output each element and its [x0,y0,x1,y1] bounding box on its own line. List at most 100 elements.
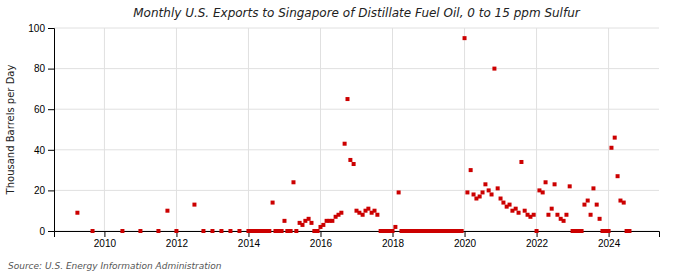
point [613,136,617,140]
point [492,67,496,71]
point [289,229,293,233]
point [483,182,487,186]
point [519,160,523,164]
point [544,180,548,184]
point [361,213,365,217]
point [598,217,602,221]
point [282,219,286,223]
title: Monthly U.S. Exports to Singapore of Dis… [133,6,581,20]
point [463,36,467,40]
x-grid-line [536,28,537,231]
point [546,213,550,217]
point [622,201,626,205]
point [541,190,545,194]
x-tick-mark [465,231,466,237]
point [517,211,521,215]
point [499,197,503,201]
point [478,194,482,198]
point [156,229,160,233]
point [580,229,584,233]
point [120,229,124,233]
point [532,213,536,217]
point [219,229,223,233]
point [535,229,539,233]
y-tick-mark [48,28,54,29]
point [352,162,356,166]
x-axis-line [55,232,660,238]
x-tick: 2022 [526,231,549,249]
point [309,221,313,225]
point [472,192,476,196]
x-tick: 2012 [166,231,189,249]
x-tick-label: 2020 [454,238,477,249]
point [330,219,334,223]
point [609,146,613,150]
chart: 2010201220142016201820202022202402040608… [0,0,675,275]
point [174,229,178,233]
point [487,188,491,192]
point [555,213,559,217]
point [616,174,620,178]
point [291,180,295,184]
y-tick-label: 80 [34,63,46,74]
point [469,168,473,172]
y-tick-label: 20 [34,185,46,196]
y-tick: 0 [39,226,54,237]
point [307,217,311,221]
point [237,229,241,233]
point [348,158,352,162]
x-tick-label: 2024 [598,238,621,249]
point [391,229,395,233]
point [591,186,595,190]
point [91,229,95,233]
x-grid-line [392,28,393,231]
point [393,225,397,229]
y-tick-mark [48,69,54,70]
point [501,201,505,205]
point [627,229,631,233]
y-tick: 20 [34,185,54,196]
point [490,192,494,196]
point [271,201,275,205]
y-tick-label: 0 [39,226,45,237]
plot: 2010201220142016201820202022202402040608… [28,23,659,249]
point [553,182,557,186]
point [562,219,566,223]
y-grid-line [54,28,659,29]
point [397,190,401,194]
x-tick: 2018 [382,231,405,249]
x-axis: 20102012201420162018202020222024 [55,231,660,249]
point [138,229,142,233]
point [345,97,349,101]
point [366,207,370,211]
x-tick: 2020 [454,231,477,249]
point [321,223,325,227]
x-grid-line [320,28,321,231]
point [294,229,298,233]
x-tick-label: 2018 [382,238,405,249]
point [523,209,527,213]
y-grid-line [54,149,659,150]
y-grid-line [54,190,659,191]
points [75,36,631,233]
point [210,229,214,233]
y-tick: 80 [34,63,54,74]
x-tick: 2010 [94,231,117,249]
point [165,209,169,213]
x-tick-label: 2022 [526,238,549,249]
point [375,213,379,217]
x-tick-label: 2010 [94,238,117,249]
x-grid-line [608,28,609,231]
point [460,229,464,233]
point [339,211,343,215]
point [192,203,196,207]
point [373,209,377,213]
x-grid-line [248,28,249,231]
y-axis-label: Thousand Barrels per Day [5,65,16,196]
point [564,213,568,217]
y-tick-mark [48,190,54,191]
y-tick: 100 [28,23,54,34]
y-grid-line [54,109,659,110]
x-tick-mark [320,231,321,237]
y-grid-line [54,68,659,69]
